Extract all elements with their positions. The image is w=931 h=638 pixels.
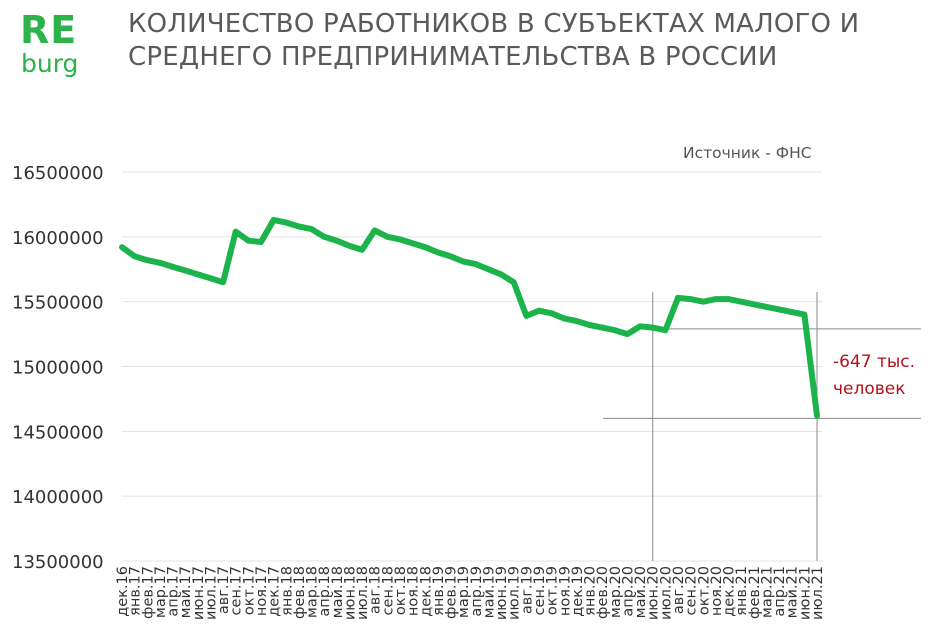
- x-tick-label: окт.19: [545, 566, 561, 615]
- x-tick-label: дек.17: [267, 566, 283, 617]
- x-tick-label: июн.19: [494, 566, 510, 620]
- y-tick-label: 15500000: [12, 293, 104, 314]
- x-tick-label: дек.18: [418, 566, 434, 617]
- x-tick-label: сен.20: [684, 566, 700, 615]
- x-tick-label: мар.20: [608, 566, 624, 618]
- x-tick-label: янв.17: [128, 566, 144, 616]
- x-tick-label: май.20: [633, 566, 649, 618]
- y-tick-label: 14500000: [12, 422, 104, 443]
- x-tick-label: фев.20: [595, 566, 611, 619]
- y-tick-label: 15000000: [12, 358, 104, 379]
- reburg-logo: RE burg: [20, 8, 90, 76]
- x-tick-label: авг.19: [519, 566, 535, 614]
- x-tick-label: июн.21: [797, 566, 813, 620]
- x-tick-label: фев.21: [747, 566, 763, 619]
- x-tick-label: дек.16: [115, 566, 131, 617]
- x-tick-label: июл.17: [203, 566, 219, 620]
- x-tick-label: мар.19: [456, 566, 472, 618]
- x-tick-label: ноя.17: [254, 566, 270, 616]
- x-tick-label: апр.21: [772, 566, 788, 617]
- x-tick-label: сен.17: [229, 566, 245, 615]
- x-tick-label: июн.18: [342, 566, 358, 620]
- x-tick-label: янв.20: [583, 566, 599, 616]
- x-tick-label: сен.18: [380, 566, 396, 615]
- x-tick-label: мар.17: [153, 566, 169, 618]
- x-tick-label: май.19: [481, 566, 497, 618]
- x-tick-label: апр.18: [317, 566, 333, 617]
- x-tick-label: мар.18: [305, 566, 321, 618]
- x-tick-label: сен.19: [532, 566, 548, 615]
- x-tick-label: дек.20: [722, 566, 738, 617]
- logo-burg: burg: [21, 49, 79, 78]
- x-tick-label: июл.19: [507, 566, 523, 620]
- series-line: [119, 217, 820, 419]
- x-tick-label: ноя.18: [406, 566, 422, 616]
- y-tick-label: 16500000: [12, 163, 104, 184]
- x-tick-label: ноя.20: [709, 566, 725, 616]
- x-tick-label: июн.20: [646, 566, 662, 620]
- x-tick-label: авг.18: [368, 566, 384, 614]
- y-tick-label: 16000000: [12, 228, 104, 249]
- x-tick-label: май.17: [178, 566, 194, 618]
- x-tick-label: янв.19: [431, 566, 447, 616]
- x-tick-label: дек.19: [570, 566, 586, 617]
- y-tick-label: 13500000: [12, 552, 104, 573]
- drop-annotation: -647 тыс. человек: [833, 349, 915, 403]
- x-tick-label: апр.17: [166, 566, 182, 617]
- x-tick-label: окт.18: [393, 566, 409, 615]
- drop-annotation-unit: человек: [833, 379, 906, 399]
- drop-annotation-value: -647 тыс.: [833, 352, 916, 372]
- source-label: Источник - ФНС: [683, 144, 812, 162]
- chart-title-line-2: СРЕДНЕГО ПРЕДПРИНИМАТЕЛЬСТВА В РОССИИ: [128, 42, 778, 72]
- x-tick-label: ноя.19: [557, 566, 573, 616]
- x-tick-label: июл.21: [810, 566, 826, 620]
- x-tick-label: май.18: [330, 566, 346, 618]
- x-tick-label: янв.21: [734, 566, 750, 616]
- x-tick-label: июл.20: [658, 566, 674, 620]
- chart-title-line-1: КОЛИЧЕСТВО РАБОТНИКОВ В СУБЪЕКТАХ МАЛОГО…: [128, 9, 860, 39]
- x-tick-label: июл.18: [355, 566, 371, 620]
- x-tick-label: авг.20: [671, 566, 687, 614]
- x-tick-label: июн.17: [191, 566, 207, 620]
- x-tick-label: янв.18: [279, 566, 295, 616]
- x-tick-label: май.21: [785, 566, 801, 618]
- chart-title: КОЛИЧЕСТВО РАБОТНИКОВ В СУБЪЕКТАХ МАЛОГО…: [128, 8, 888, 74]
- logo-re: RE: [20, 8, 78, 52]
- x-tick-label: фев.18: [292, 566, 308, 619]
- x-tick-label: авг.17: [216, 566, 232, 614]
- x-tick-label: мар.21: [759, 566, 775, 618]
- x-tick-label: фев.17: [140, 566, 156, 619]
- x-tick-label: окт.17: [241, 566, 257, 615]
- x-tick-label: апр.19: [469, 566, 485, 617]
- x-tick-label: фев.19: [444, 566, 460, 619]
- x-tick-label: окт.20: [696, 566, 712, 615]
- y-tick-label: 14000000: [12, 487, 104, 508]
- x-tick-label: апр.20: [620, 566, 636, 617]
